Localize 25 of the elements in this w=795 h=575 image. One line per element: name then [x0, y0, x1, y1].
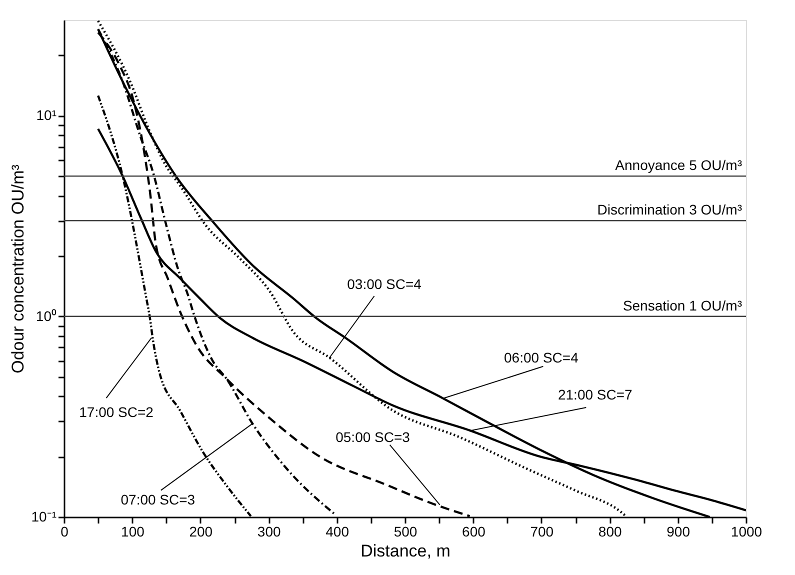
y-axis-title: Odour concentration OU/m³ — [8, 164, 28, 374]
x-tick-label: 900 — [666, 524, 690, 540]
y-tick-label: 10⁻¹ — [31, 508, 57, 524]
y-tick-label: 10⁰ — [36, 308, 56, 324]
annotation: 03:00 SC=4 — [347, 276, 422, 292]
annotation: 07:00 SC=3 — [120, 491, 196, 508]
x-tick-label: 800 — [598, 524, 622, 540]
x-axis-title: Distance, m — [360, 542, 450, 560]
x-tick-label: 0 — [60, 524, 69, 540]
ref-line-label: Discrimination 3 OU/m³ — [597, 202, 742, 218]
ref-line-label: Annoyance 5 OU/m³ — [615, 157, 742, 174]
x-tick-label: 600 — [462, 524, 486, 540]
x-tick-label: 100 — [121, 524, 145, 540]
annotation: 06:00 SC=4 — [504, 349, 579, 366]
x-tick-label: 1000 — [730, 524, 762, 540]
x-tick-label: 400 — [326, 524, 350, 540]
y-tick-label: 10¹ — [36, 107, 57, 124]
annotation: 17:00 SC=2 — [79, 404, 154, 420]
ref-line-label: Sensation 1 OU/m³ — [622, 297, 742, 314]
annotation: 21:00 SC=7 — [558, 386, 633, 402]
annotation: 05:00 SC=3 — [336, 428, 410, 445]
x-tick-label: 700 — [530, 524, 554, 540]
x-tick-label: 500 — [394, 524, 418, 540]
x-tick-label: 200 — [189, 524, 213, 540]
x-tick-label: 300 — [257, 524, 281, 540]
